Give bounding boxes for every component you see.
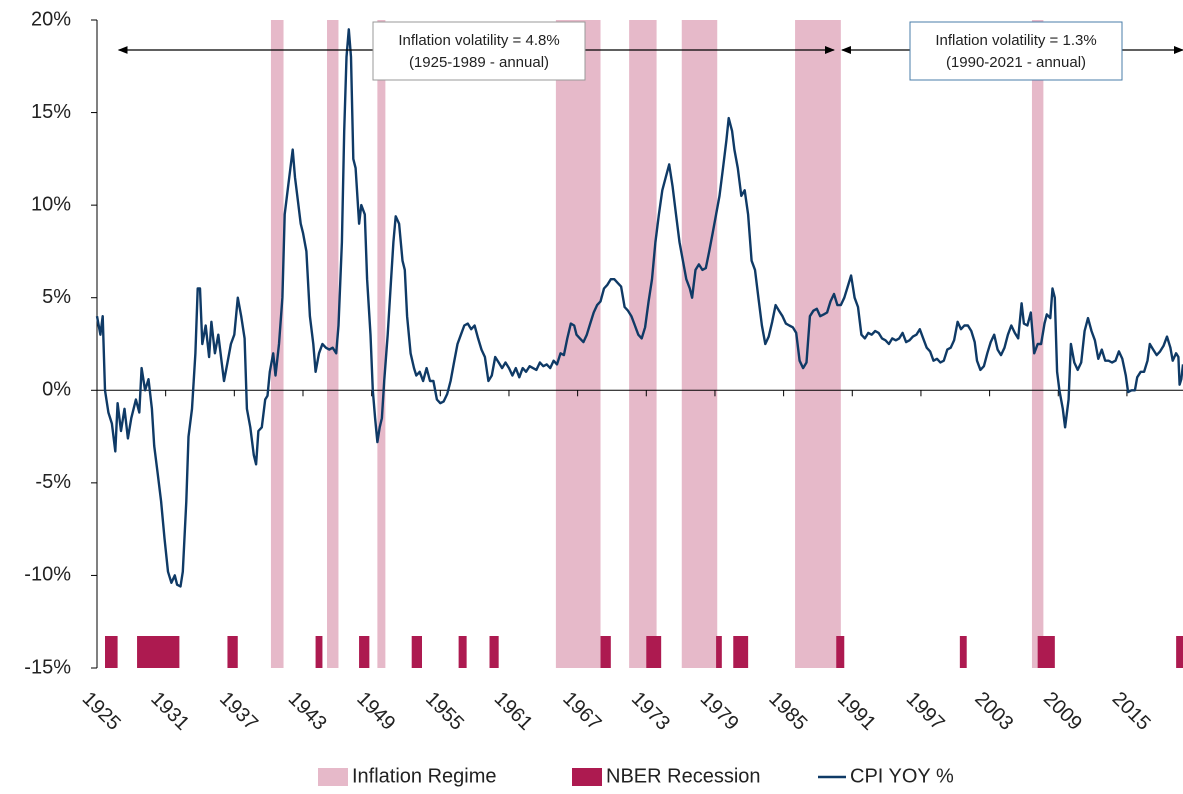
recession: [489, 636, 499, 668]
y-tick-label: 20%: [31, 8, 71, 30]
x-tick-label: 2003: [970, 688, 1017, 735]
inflation-regime: [629, 20, 657, 668]
x-tick-label: 1943: [284, 688, 331, 735]
recession: [836, 636, 845, 668]
recession: [315, 636, 323, 668]
recession: [733, 636, 749, 668]
legend-swatch: [572, 768, 602, 786]
recession: [359, 636, 370, 668]
inflation-regime: [681, 20, 718, 668]
recession: [716, 636, 722, 668]
x-tick-label: 1985: [764, 688, 811, 735]
x-tick-label: 2015: [1108, 688, 1155, 735]
recession: [600, 636, 611, 668]
y-tick-label: 5%: [42, 286, 71, 308]
legend-label: CPI YOY %: [850, 765, 954, 787]
recession: [646, 636, 662, 668]
recession: [959, 636, 967, 668]
annotation-text: Inflation volatility = 4.8%: [398, 32, 559, 49]
x-tick-label: 1997: [902, 688, 949, 735]
annotation-box: [909, 21, 1123, 81]
x-tick-label: 1961: [490, 688, 537, 735]
y-tick-label: -15%: [24, 656, 71, 678]
inflation-regime: [555, 20, 601, 668]
annotation-box: [372, 21, 586, 81]
x-tick-label: 1973: [627, 688, 674, 735]
y-tick-label: 15%: [31, 101, 71, 123]
legend-swatch: [318, 768, 348, 786]
annotation-text: (1990-2021 - annual): [946, 54, 1086, 71]
recession: [411, 636, 422, 668]
x-tick-label: 1931: [146, 688, 193, 735]
inflation-regime: [327, 20, 339, 668]
x-tick-label: 1979: [696, 688, 743, 735]
x-tick-label: 1937: [215, 688, 262, 735]
x-tick-label: 1967: [558, 688, 605, 735]
legend-label: Inflation Regime: [352, 765, 497, 787]
legend-label: NBER Recession: [606, 765, 761, 787]
inflation-regime: [377, 20, 386, 668]
annotation-text: (1925-1989 - annual): [409, 54, 549, 71]
y-tick-label: 0%: [42, 379, 71, 401]
x-tick-label: 1949: [352, 688, 399, 735]
cpi-line: [95, 28, 1183, 588]
x-tick-label: 1991: [833, 688, 880, 735]
x-tick-label: 1925: [78, 688, 125, 735]
recession: [105, 636, 118, 668]
recession: [137, 636, 180, 668]
y-tick-label: 10%: [31, 193, 71, 215]
x-tick-label: 2009: [1039, 688, 1086, 735]
inflation-regime: [795, 20, 841, 668]
annotation-text: Inflation volatility = 1.3%: [935, 32, 1096, 49]
y-tick-label: -5%: [35, 471, 71, 493]
recession: [458, 636, 467, 668]
recession: [1176, 636, 1183, 668]
x-tick-label: 1955: [421, 688, 468, 735]
recession: [1037, 636, 1055, 668]
y-tick-label: -10%: [24, 564, 71, 586]
inflation-regime: [270, 20, 284, 668]
recession: [227, 636, 238, 668]
